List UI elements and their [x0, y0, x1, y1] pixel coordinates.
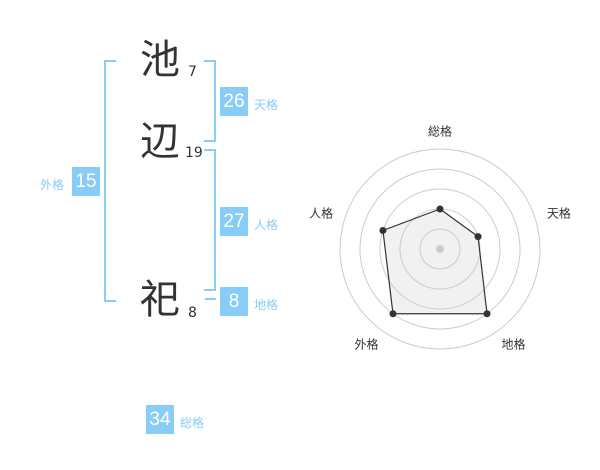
gaikaku-value: 15 — [72, 167, 100, 196]
soukaku-label: 総格 — [180, 416, 205, 430]
char-3-strokes: 8 — [188, 305, 197, 321]
tenkaku-bracket — [204, 60, 216, 142]
radar-area — [382, 208, 488, 315]
radar-axis-label: 天格 — [546, 206, 571, 221]
radar-ring — [379, 188, 501, 310]
gaikaku-bracket — [104, 60, 116, 302]
jinkaku-label: 人格 — [254, 218, 279, 232]
radar-ring — [359, 168, 521, 330]
radar-center-dot — [436, 245, 444, 253]
radar-axis-label: 人格 — [309, 206, 334, 221]
soukaku-value: 34 — [146, 405, 174, 434]
char-2-strokes: 19 — [185, 145, 203, 161]
chikaku-line — [205, 298, 216, 300]
char-2: 辺 — [140, 119, 180, 165]
radar-point — [389, 310, 397, 318]
jinkaku-value: 27 — [220, 207, 248, 236]
radar-point — [436, 205, 444, 213]
radar-axis-label: 地格 — [501, 337, 526, 352]
jinkaku-bracket — [204, 149, 216, 291]
radar-point — [379, 226, 387, 234]
radar-point — [474, 233, 482, 241]
chikaku-label: 地格 — [254, 298, 279, 312]
char-3: 祀 — [140, 277, 180, 323]
gaikaku-label: 外格 — [40, 178, 65, 192]
radar-ring — [419, 228, 461, 270]
char-1-strokes: 7 — [188, 64, 197, 80]
tenkaku-label: 天格 — [254, 98, 279, 112]
radar-point — [483, 310, 491, 318]
tenkaku-value: 26 — [220, 87, 248, 116]
radar-ring — [339, 148, 541, 350]
chikaku-value: 8 — [220, 287, 248, 316]
radar-axis-label: 総格 — [427, 124, 453, 139]
radar-axis-label: 外格 — [354, 337, 379, 352]
char-1: 池 — [140, 37, 180, 83]
